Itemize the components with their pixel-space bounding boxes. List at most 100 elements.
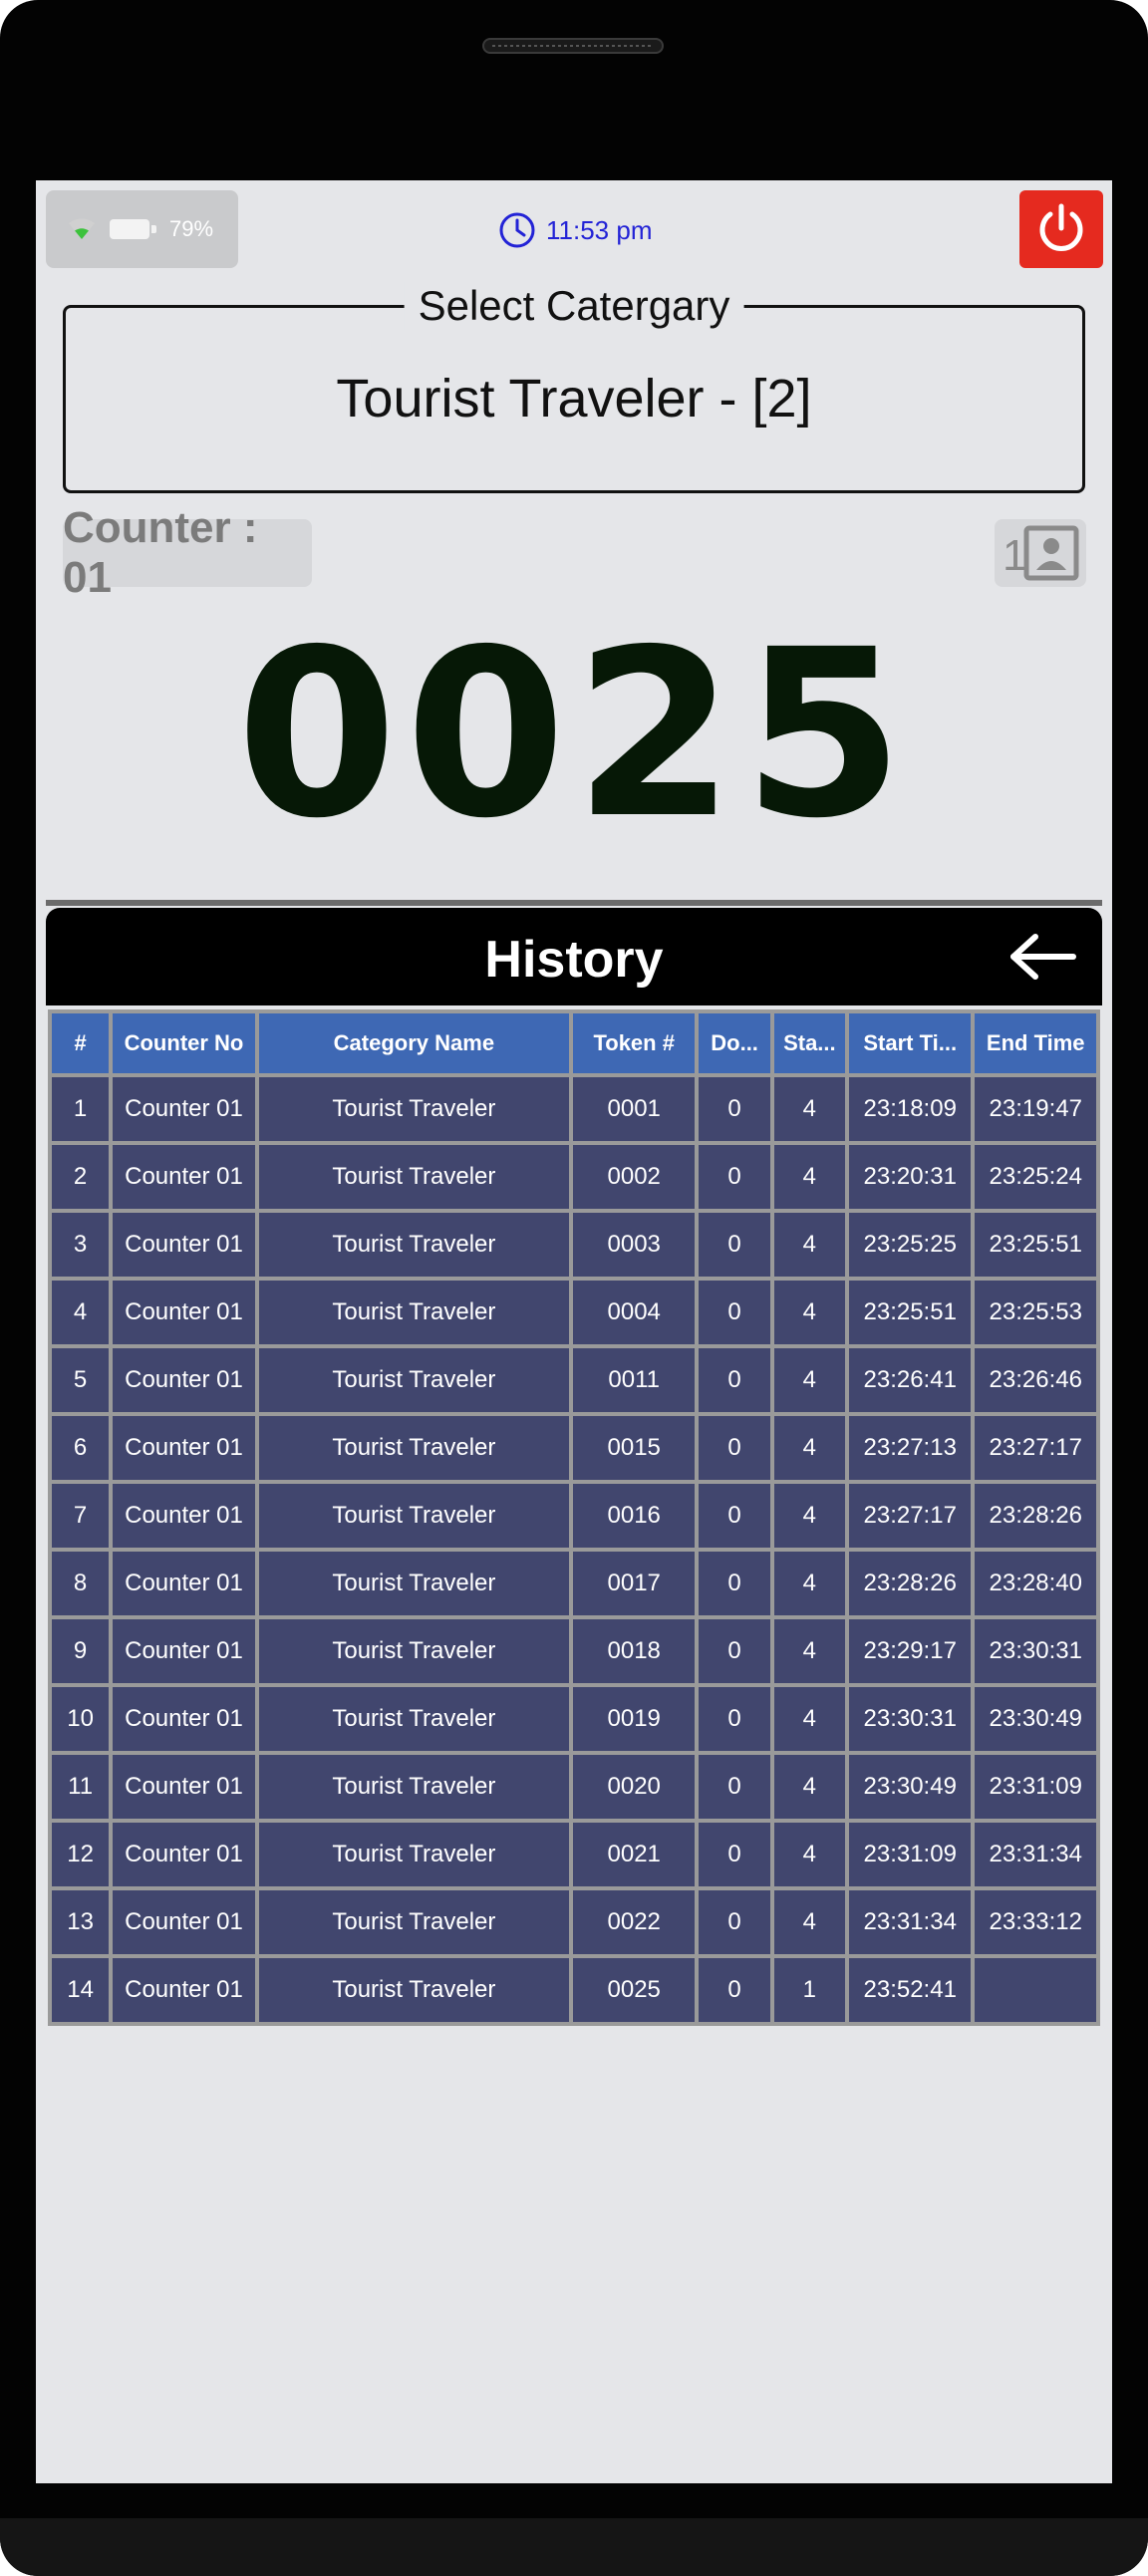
table-cell: 13 bbox=[52, 1890, 110, 1954]
power-button[interactable] bbox=[1019, 190, 1103, 268]
table-cell: 23:28:26 bbox=[848, 1552, 972, 1615]
table-cell: 23:28:40 bbox=[975, 1552, 1096, 1615]
column-header[interactable]: Category Name bbox=[258, 1013, 569, 1073]
table-cell: 4 bbox=[773, 1213, 845, 1277]
clock-display: 11:53 pm bbox=[498, 210, 652, 250]
table-cell: Tourist Traveler bbox=[258, 1552, 569, 1615]
column-header[interactable]: Do... bbox=[699, 1013, 770, 1073]
table-cell: 11 bbox=[52, 1755, 110, 1819]
table-cell: 14 bbox=[52, 1958, 110, 2022]
table-cell: 23:25:53 bbox=[975, 1281, 1096, 1344]
table-cell: 0 bbox=[699, 1484, 770, 1548]
table-cell: 23:28:26 bbox=[975, 1484, 1096, 1548]
clock-time: 11:53 pm bbox=[546, 214, 653, 245]
table-cell: Counter 01 bbox=[113, 1213, 255, 1277]
table-cell: 0 bbox=[699, 1348, 770, 1412]
table-cell: 23:26:46 bbox=[975, 1348, 1096, 1412]
table-cell: 0019 bbox=[572, 1687, 696, 1751]
table-cell: Tourist Traveler bbox=[258, 1958, 569, 2022]
table-cell: Tourist Traveler bbox=[258, 1145, 569, 1209]
table-cell: 0 bbox=[699, 1077, 770, 1141]
app-screen: 79% 11:53 pm Select Catergary Tourist Tr… bbox=[36, 180, 1112, 2483]
history-table: # Counter No Category Name Token # Do... Sta.… bbox=[48, 1009, 1100, 2026]
arrow-left-icon[interactable] bbox=[1007, 933, 1077, 981]
table-cell: 4 bbox=[773, 1890, 845, 1954]
table-cell: 0020 bbox=[572, 1755, 696, 1819]
table-cell: 1 bbox=[773, 1958, 845, 2022]
table-cell: 0 bbox=[699, 1890, 770, 1954]
clock-icon bbox=[499, 212, 535, 248]
table-cell: 23:30:49 bbox=[975, 1687, 1096, 1751]
table-row[interactable]: 7 Counter 01 Tourist Traveler 0016 0 4 23:27:1… bbox=[52, 1484, 1096, 1548]
table-cell: Counter 01 bbox=[113, 1552, 255, 1615]
column-header[interactable]: End Time bbox=[975, 1013, 1096, 1073]
table-row[interactable]: 1 Counter 01 Tourist Traveler 0001 0 4 23:18:0… bbox=[52, 1077, 1096, 1141]
profile-button[interactable]: 1 bbox=[995, 519, 1086, 587]
table-cell: 0 bbox=[699, 1416, 770, 1480]
table-cell: 23:31:09 bbox=[848, 1823, 972, 1886]
column-header[interactable]: Start Ti... bbox=[848, 1013, 972, 1073]
table-row[interactable]: 11 Counter 01 Tourist Traveler 0020 0 4 23:30:… bbox=[52, 1755, 1096, 1819]
table-cell: Counter 01 bbox=[113, 1619, 255, 1683]
table-cell: Counter 01 bbox=[113, 1281, 255, 1344]
table-cell: 0 bbox=[699, 1145, 770, 1209]
table-cell: 0001 bbox=[572, 1077, 696, 1141]
table-cell: 0011 bbox=[572, 1348, 696, 1412]
table-cell: Tourist Traveler bbox=[258, 1416, 569, 1480]
table-row[interactable]: 14 Counter 01 Tourist Traveler 0025 0 1 23:52:… bbox=[52, 1958, 1096, 2022]
table-cell: 4 bbox=[773, 1823, 845, 1886]
contact-card-icon: 1 bbox=[1003, 525, 1079, 581]
table-cell: 10 bbox=[52, 1687, 110, 1751]
table-cell: 4 bbox=[773, 1484, 845, 1548]
category-select[interactable]: Select Catergary Tourist Traveler - [2] bbox=[63, 282, 1085, 493]
battery-icon bbox=[110, 219, 156, 239]
table-cell: Counter 01 bbox=[113, 1484, 255, 1548]
table-row[interactable]: 6 Counter 01 Tourist Traveler 0015 0 4 23:27:1… bbox=[52, 1416, 1096, 1480]
table-cell: 0 bbox=[699, 1281, 770, 1344]
table-cell: 0 bbox=[699, 1823, 770, 1886]
table-cell: Counter 01 bbox=[113, 1145, 255, 1209]
table-cell: 9 bbox=[52, 1619, 110, 1683]
table-row[interactable]: 5 Counter 01 Tourist Traveler 0011 0 4 23:26:4… bbox=[52, 1348, 1096, 1412]
table-cell: Tourist Traveler bbox=[258, 1619, 569, 1683]
table-row[interactable]: 8 Counter 01 Tourist Traveler 0017 0 4 23:28:2… bbox=[52, 1552, 1096, 1615]
column-header[interactable]: Sta... bbox=[773, 1013, 845, 1073]
table-row[interactable]: 10 Counter 01 Tourist Traveler 0019 0 4 23:30:… bbox=[52, 1687, 1096, 1751]
table-cell: Tourist Traveler bbox=[258, 1281, 569, 1344]
table-cell: 4 bbox=[773, 1687, 845, 1751]
table-cell: 2 bbox=[52, 1145, 110, 1209]
power-icon bbox=[1039, 203, 1083, 251]
table-cell: 23:52:41 bbox=[848, 1958, 972, 2022]
table-cell: 0016 bbox=[572, 1484, 696, 1548]
table-cell: 0 bbox=[699, 1619, 770, 1683]
table-row[interactable]: 4 Counter 01 Tourist Traveler 0004 0 4 23:25:5… bbox=[52, 1281, 1096, 1344]
table-cell: 23:18:09 bbox=[848, 1077, 972, 1141]
table-cell: 0 bbox=[699, 1552, 770, 1615]
counter-label: Counter : 01 bbox=[63, 503, 312, 602]
table-row[interactable]: 3 Counter 01 Tourist Traveler 0003 0 4 23:25:2… bbox=[52, 1213, 1096, 1277]
table-cell: 23:33:12 bbox=[975, 1890, 1096, 1954]
table-cell: Counter 01 bbox=[113, 1687, 255, 1751]
table-cell: Counter 01 bbox=[113, 1823, 255, 1886]
table-cell: 23:30:31 bbox=[848, 1687, 972, 1751]
table-cell: 23:29:17 bbox=[848, 1619, 972, 1683]
table-row[interactable]: 13 Counter 01 Tourist Traveler 0022 0 4 23:31:… bbox=[52, 1890, 1096, 1954]
column-header[interactable]: # bbox=[52, 1013, 110, 1073]
table-cell: 0003 bbox=[572, 1213, 696, 1277]
table-cell: 0002 bbox=[572, 1145, 696, 1209]
category-selected-value: Tourist Traveler - [2] bbox=[336, 369, 812, 429]
table-row[interactable]: 9 Counter 01 Tourist Traveler 0018 0 4 23:29:1… bbox=[52, 1619, 1096, 1683]
table-cell: Counter 01 bbox=[113, 1077, 255, 1141]
table-cell: 1 bbox=[52, 1077, 110, 1141]
status-indicator: 79% bbox=[46, 190, 238, 268]
table-cell: Tourist Traveler bbox=[258, 1687, 569, 1751]
phone-bottom-bezel bbox=[0, 2518, 1148, 2576]
table-cell: Counter 01 bbox=[113, 1890, 255, 1954]
table-row[interactable]: 2 Counter 01 Tourist Traveler 0002 0 4 23:20:3… bbox=[52, 1145, 1096, 1209]
table-cell: 4 bbox=[773, 1552, 845, 1615]
column-header[interactable]: Token # bbox=[572, 1013, 696, 1073]
column-header[interactable]: Counter No bbox=[113, 1013, 255, 1073]
table-cell: Counter 01 bbox=[113, 1416, 255, 1480]
table-row[interactable]: 12 Counter 01 Tourist Traveler 0021 0 4 23:31:… bbox=[52, 1823, 1096, 1886]
table-cell: 23:31:34 bbox=[975, 1823, 1096, 1886]
